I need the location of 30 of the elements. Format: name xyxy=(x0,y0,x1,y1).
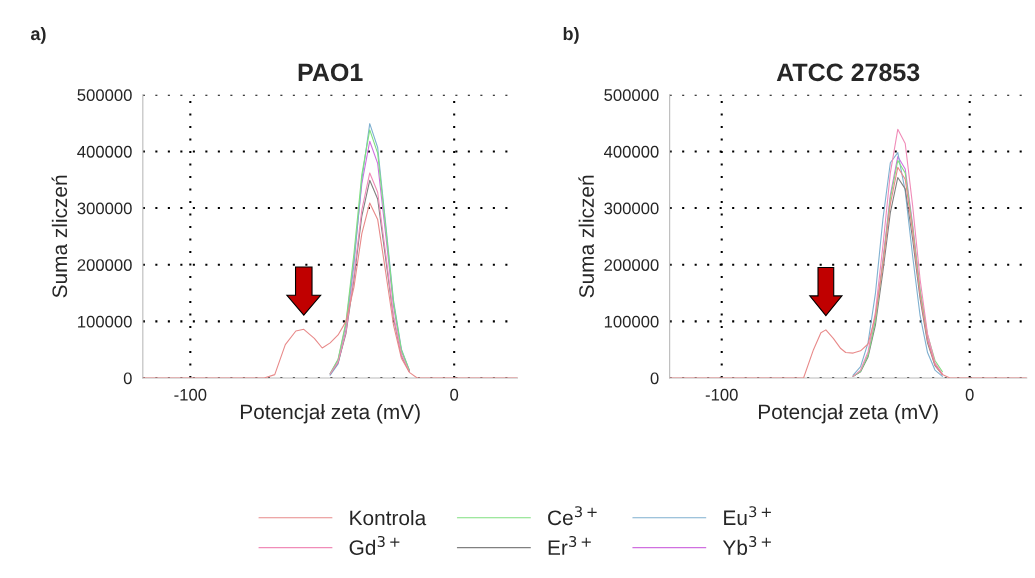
x-axis-title: Potencjał zeta (mV) xyxy=(240,403,420,424)
x-tick-label: -100 xyxy=(705,388,738,401)
legend-label: Gd$^{3+}$ xyxy=(349,535,400,555)
x-tick-label: 0 xyxy=(450,388,459,401)
chart-title: PAO1 xyxy=(298,63,363,82)
legend-label: Ce$^{3+}$ xyxy=(548,506,597,526)
x-axis-title: Potencjał zeta (mV) xyxy=(759,403,938,424)
chart-title: ATCC 27853 xyxy=(776,63,920,82)
x-tick-label: -100 xyxy=(174,388,207,401)
y-tick-label: 0 xyxy=(123,372,132,385)
y-axis-title: Suma zliczeń xyxy=(578,175,594,298)
y-tick-label: 300000 xyxy=(604,202,659,215)
legend-label: Er$^{3+}$ xyxy=(548,535,591,555)
y-tick-label: 400000 xyxy=(77,145,132,158)
y-tick-label: 200000 xyxy=(77,259,132,271)
y-tick-label: 100000 xyxy=(78,315,132,328)
y-tick-label: 0 xyxy=(650,372,659,385)
text: a) xyxy=(30,26,46,44)
y-tick-label: 400000 xyxy=(604,145,659,158)
text: b) xyxy=(563,26,579,44)
legend-label: Kontrola xyxy=(350,509,427,526)
y-axis-title: Suma zliczeń xyxy=(51,175,68,298)
legend-label: Yb$^{3+}$ xyxy=(722,535,771,555)
y-tick-label: 500000 xyxy=(77,89,132,101)
y-tick-label: 100000 xyxy=(604,315,659,328)
y-tick-label: 300000 xyxy=(77,202,132,215)
y-tick-label: 500000 xyxy=(604,89,659,101)
x-tick-label: 0 xyxy=(965,388,974,401)
y-tick-label: 200000 xyxy=(604,259,659,271)
legend-label: Eu$^{3+}$ xyxy=(724,506,771,526)
